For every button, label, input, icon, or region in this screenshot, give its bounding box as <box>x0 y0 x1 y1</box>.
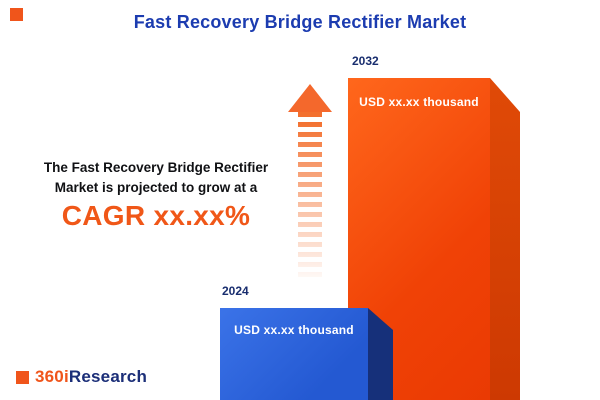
growth-arrow-icon <box>288 84 332 282</box>
description-line-1: The Fast Recovery Bridge Rectifier <box>43 160 269 175</box>
arrow-head <box>288 84 332 112</box>
logo-text: 360iResearch <box>35 367 147 387</box>
arrow-shaft <box>296 112 324 280</box>
bar-2032-value-label: USD xx.xx thousand <box>359 95 479 109</box>
logo-text-360i: 360i <box>35 367 69 386</box>
cagr-text: CAGR xx.xx% <box>61 200 251 231</box>
logo-square-icon <box>16 370 29 384</box>
description-line-2: Market is projected to grow at a <box>54 180 258 195</box>
bar-2032-year-label: 2032 <box>352 54 379 68</box>
logo-text-research: Research <box>68 367 148 386</box>
description: The Fast Recovery Bridge Rectifier Marke… <box>20 158 292 231</box>
bar-2024-year-label: 2024 <box>222 284 249 298</box>
page-title: Fast Recovery Bridge Rectifier Market <box>133 12 467 32</box>
bar-2024-value-label: USD xx.xx thousand <box>234 323 354 337</box>
corner-accent-square <box>10 8 23 21</box>
bar-2024: USD xx.xx thousand <box>220 308 368 400</box>
bar-2032-side-face <box>490 78 520 400</box>
logo: 360iResearch <box>16 367 147 387</box>
